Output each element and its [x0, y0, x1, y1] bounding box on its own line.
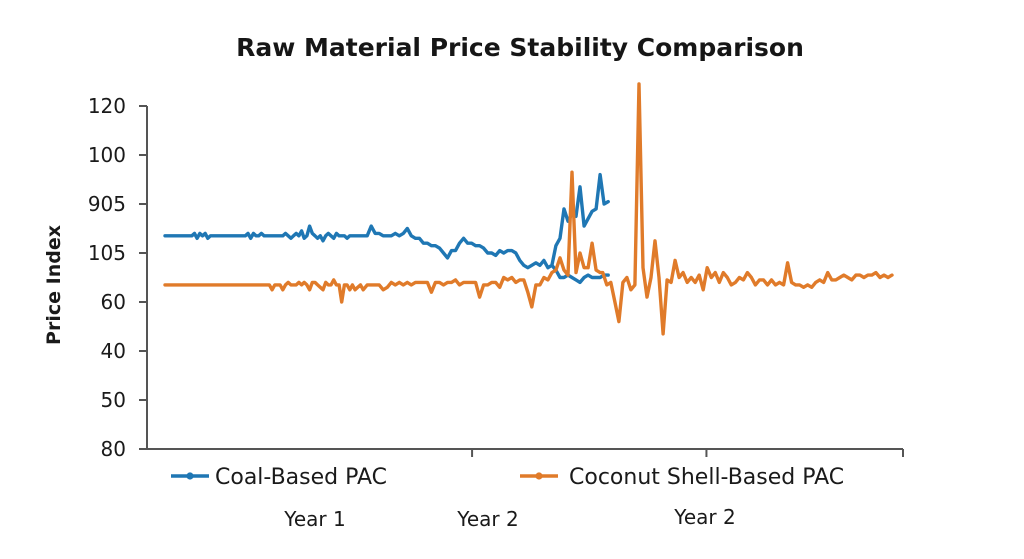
y-tick-label: 40 [101, 339, 126, 363]
x-category-label-2: Year 2 [456, 507, 518, 531]
legend: Coal-Based PAC Coconut Shell-Based PAC [171, 465, 844, 490]
y-tick-label: 100 [88, 143, 126, 167]
legend-label-coconut: Coconut Shell-Based PAC [569, 465, 844, 490]
series-line-coconut [163, 82, 894, 336]
legend-marker-coconut [535, 472, 543, 480]
legend-item-coconut[interactable]: Coconut Shell-Based PAC [520, 465, 844, 490]
x-category-label-3: Year 2 [673, 505, 735, 529]
y-tick-label: 50 [101, 388, 126, 412]
legend-item-coal[interactable]: Coal-Based PAC [171, 465, 387, 490]
series-line-coal-secondary [550, 263, 610, 285]
y-tick-label: 105 [88, 241, 126, 265]
y-axis-label: Price Index [43, 225, 65, 345]
legend-label-coal: Coal-Based PAC [215, 465, 387, 490]
plot-area [163, 82, 894, 336]
x-category-label-1: Year 1 [283, 507, 345, 531]
y-axis: 120 100 905 105 60 40 50 80 [88, 94, 148, 461]
y-tick-label: 80 [101, 437, 126, 461]
chart-title: Raw Material Price Stability Comparison [236, 33, 804, 62]
y-tick-label: 905 [88, 192, 126, 216]
x-axis [147, 448, 904, 457]
legend-marker-coal [186, 472, 194, 480]
series-line-coal [163, 172, 610, 270]
y-tick-label: 60 [101, 290, 126, 314]
y-tick-label: 120 [88, 94, 126, 118]
